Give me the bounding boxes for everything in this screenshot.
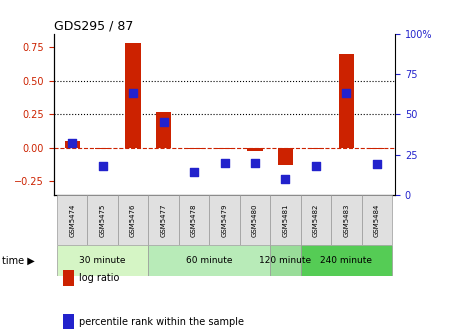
Text: GSM5480: GSM5480 [252, 203, 258, 237]
Text: GSM5477: GSM5477 [161, 203, 167, 237]
Bar [156, 112, 171, 148]
Bar [331, 195, 361, 245]
Point [69, 140, 76, 146]
Text: time ▶: time ▶ [2, 255, 35, 265]
Point [282, 176, 289, 181]
Text: GSM5478: GSM5478 [191, 203, 197, 237]
Bar [88, 195, 118, 245]
Bar [179, 195, 209, 245]
Bar [247, 148, 263, 151]
Bar [301, 245, 392, 276]
Point [160, 120, 167, 125]
Bar [361, 195, 392, 245]
Point [99, 163, 106, 169]
Bar [308, 148, 324, 149]
Text: percentile rank within the sample: percentile rank within the sample [79, 317, 243, 327]
Bar [57, 245, 148, 276]
Bar [148, 245, 270, 276]
Text: GSM5475: GSM5475 [100, 203, 106, 237]
Bar [95, 148, 110, 149]
Bar [278, 148, 293, 165]
Bar [339, 54, 354, 148]
Bar [369, 148, 384, 149]
Bar [270, 245, 301, 276]
Bar [240, 195, 270, 245]
Text: 60 minute: 60 minute [186, 256, 233, 265]
Bar [125, 43, 141, 148]
Text: 240 minute: 240 minute [321, 256, 372, 265]
Point [129, 91, 136, 96]
Point [190, 170, 198, 175]
Text: GSM5481: GSM5481 [282, 203, 288, 237]
Text: log ratio: log ratio [79, 273, 119, 283]
Text: GSM5474: GSM5474 [69, 203, 75, 237]
Text: GSM5476: GSM5476 [130, 203, 136, 237]
Point [313, 163, 320, 169]
Text: GSM5483: GSM5483 [343, 203, 349, 237]
Bar [186, 148, 202, 149]
Text: GDS295 / 87: GDS295 / 87 [54, 19, 133, 33]
Bar [217, 148, 232, 149]
Bar [57, 195, 88, 245]
Text: 120 minute: 120 minute [260, 256, 312, 265]
Point [373, 162, 380, 167]
Text: GSM5479: GSM5479 [221, 203, 228, 237]
Point [343, 91, 350, 96]
Bar [148, 195, 179, 245]
Bar [65, 141, 80, 148]
Bar [270, 195, 301, 245]
Text: GSM5482: GSM5482 [313, 203, 319, 237]
Point [251, 160, 259, 165]
Bar [209, 195, 240, 245]
Text: GSM5484: GSM5484 [374, 203, 380, 237]
Bar [301, 195, 331, 245]
Text: 30 minute: 30 minute [79, 256, 126, 265]
Bar [118, 195, 148, 245]
Point [221, 160, 228, 165]
